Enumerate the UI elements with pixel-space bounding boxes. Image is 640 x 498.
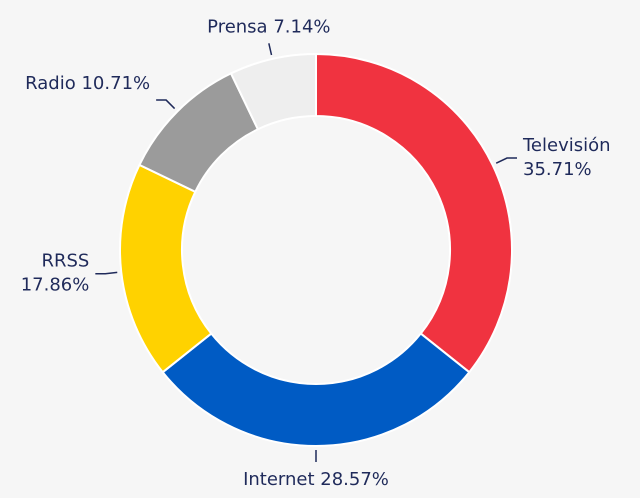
slice-label: Internet xyxy=(243,469,314,490)
donut-segment xyxy=(229,52,317,131)
slice-label: Prensa xyxy=(207,16,267,37)
slice-value: 35.71% xyxy=(523,159,592,180)
slice-value: 7.14% xyxy=(273,16,330,37)
donut-segment xyxy=(315,52,513,374)
leader-line xyxy=(95,271,118,275)
slice-value: 10.71% xyxy=(81,73,150,94)
donut-segment xyxy=(119,163,213,374)
slice-label: Radio xyxy=(25,73,76,94)
leader-line xyxy=(268,43,273,56)
slice-label-group: Prensa 7.14% xyxy=(207,16,330,37)
slice-label: RRSS xyxy=(41,251,89,272)
leader-line xyxy=(156,99,176,110)
donut-segment xyxy=(161,332,471,447)
slice-label-group: Internet 28.57% xyxy=(243,469,389,490)
slice-label-group: Radio 10.71% xyxy=(25,73,150,94)
slice-value: 17.86% xyxy=(21,275,90,296)
leader-line xyxy=(495,157,518,164)
slice-value: 28.57% xyxy=(320,469,389,490)
slice-label: Televisión xyxy=(522,135,611,156)
